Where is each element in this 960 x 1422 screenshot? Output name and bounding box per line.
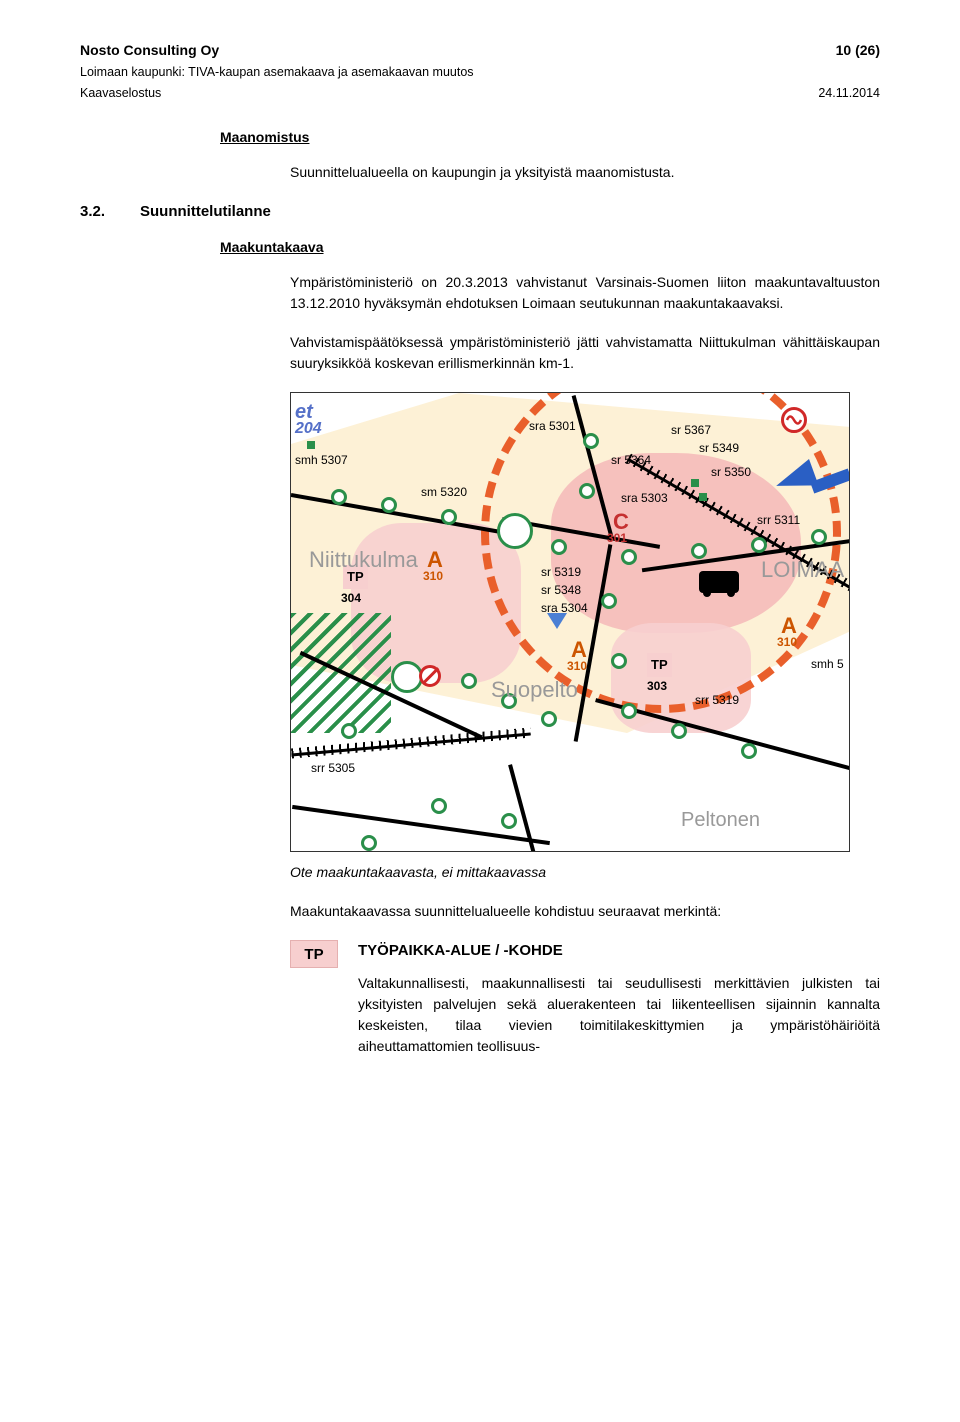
- map-text-srr5311: srr 5311: [757, 511, 800, 529]
- map-text-sm5320: sm 5320: [421, 483, 467, 501]
- map-text-sr5349: sr 5349: [699, 439, 739, 457]
- map-text-srr5305: srr 5305: [311, 759, 355, 777]
- map-text-sr5319: sr 5319: [541, 563, 581, 581]
- map-text-310-2: 310: [567, 657, 587, 675]
- map-text-suopelto: Suopelto: [491, 673, 578, 706]
- map-caption: Ote maakuntakaavasta, ei mittakaavassa: [290, 862, 880, 883]
- section-number-3-2: 3.2.: [80, 201, 140, 224]
- map-text-sr5364: sr 5364: [611, 451, 651, 469]
- page-indicator: 10 (26): [836, 40, 880, 61]
- map-text-sr5348: sr 5348: [541, 581, 581, 599]
- map-text-301: 301: [607, 529, 627, 547]
- map-text-310-1: 310: [423, 567, 443, 585]
- merkinta-intro: Maakuntakaavassa suunnittelualueelle koh…: [290, 901, 880, 922]
- maakuntakaava-title: Maakuntakaava: [220, 237, 880, 258]
- map-text-303: 303: [647, 677, 667, 695]
- section-heading-3-2: Suunnittelutilanne: [140, 201, 271, 224]
- project-line: Loimaan kaupunki: TIVA-kaupan asemakaava…: [80, 63, 880, 82]
- map-text-sr5367: sr 5367: [671, 421, 711, 439]
- map-text-loimaa: LOIMAA: [761, 553, 844, 586]
- map-text-304: 304: [341, 589, 361, 607]
- tp-legend-heading: TYÖPAIKKA-ALUE / -KOHDE: [358, 940, 880, 963]
- map-text-310-3: 310: [777, 633, 797, 651]
- map-text-sr5350: sr 5350: [711, 463, 751, 481]
- tp-legend-icon: TP: [290, 940, 338, 968]
- maanomistus-body: Suunnittelualueella on kaupungin ja yksi…: [290, 162, 880, 183]
- doc-date: 24.11.2014: [818, 84, 880, 103]
- tp-legend-body: Valtakunnallisesti, maakunnallisesti tai…: [358, 973, 880, 1057]
- map-text-niittukulma: Niittukulma: [309, 543, 418, 576]
- map-text-smh5307: smh 5307: [295, 451, 348, 469]
- map-text-srr5319: srr 5319: [695, 691, 739, 709]
- map-text-204: 204: [295, 417, 322, 441]
- maanomistus-title: Maanomistus: [220, 127, 880, 148]
- tp-label-303: TP: [647, 653, 672, 677]
- maakuntakaava-p1: Ympäristöministeriö on 20.3.2013 vahvist…: [290, 272, 880, 314]
- map-text-sra5304: sra 5304: [541, 599, 588, 617]
- doc-type: Kaavaselostus: [80, 84, 161, 103]
- map-text-sra5301: sra 5301: [529, 417, 576, 435]
- company-name: Nosto Consulting Oy: [80, 40, 219, 61]
- map-text-peltonen: Peltonen: [681, 805, 760, 835]
- maakuntakaava-map: TP TP et 204 smh 5307 sm 5320 sra 5301 s…: [290, 392, 850, 852]
- map-text-smh5: smh 5: [811, 655, 844, 673]
- maakuntakaava-p2: Vahvistamispäätöksessä ympäristöminister…: [290, 332, 880, 374]
